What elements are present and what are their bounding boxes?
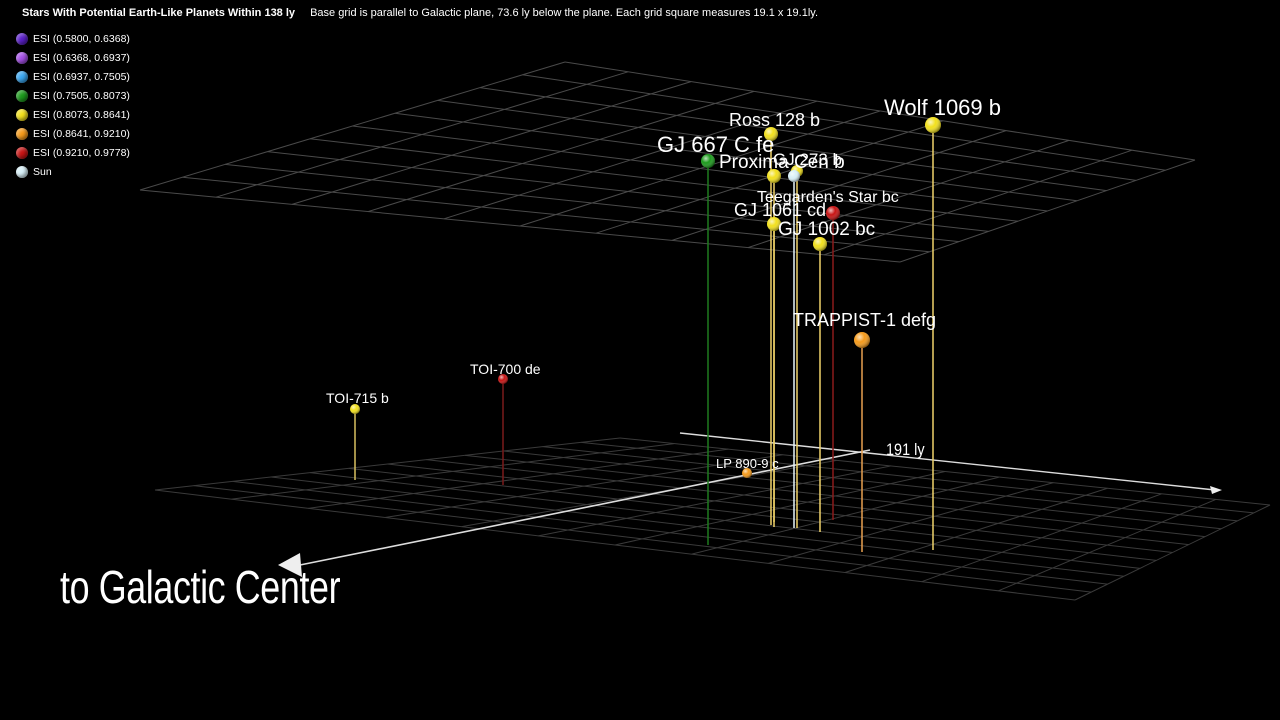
- star-marker-shading: [813, 237, 827, 251]
- grid-line: [671, 130, 1007, 241]
- star-stems: [354, 125, 934, 552]
- legend-label: ESI (0.6368, 0.6937): [33, 51, 130, 64]
- axes: [278, 432, 1222, 577]
- star-markers: [350, 117, 941, 478]
- grid-line: [352, 125, 1048, 212]
- grid-line: [267, 151, 989, 232]
- legend-swatch-icon: [16, 70, 28, 83]
- star-marker-shading: [498, 374, 508, 384]
- star-label: GJ 1061 cd: [734, 200, 826, 220]
- legend-label: ESI (0.8641, 0.9210): [33, 127, 130, 140]
- star-labels: Wolf 1069 b Ross 128 bGJ 667 C feProxima …: [326, 95, 1001, 471]
- legend-swatch-icon: [16, 146, 28, 159]
- chart-subtitle: Base grid is parallel to Galactic plane,…: [310, 7, 819, 19]
- legend-label: ESI (0.6937, 0.7505): [33, 70, 130, 83]
- star-label: TOI-700 de: [470, 361, 541, 377]
- distance-label: 191 ly: [886, 440, 925, 459]
- galactic-center-arrow-icon: [278, 553, 302, 577]
- star-marker-shading: [826, 206, 840, 220]
- star-marker-shading: [350, 404, 360, 414]
- legend-label: Sun: [33, 165, 52, 178]
- grid-line: [899, 159, 1196, 263]
- grid-line: [182, 176, 930, 253]
- distance-axis: [679, 432, 1216, 491]
- grid-line: [998, 498, 1217, 592]
- star-label: LP 890-9 c: [716, 456, 779, 471]
- galactic-center-label: to Galactic Center: [60, 561, 341, 613]
- star-marker-shading: [767, 169, 781, 183]
- grid-line: [154, 489, 1076, 601]
- grid-line: [271, 476, 1124, 577]
- star-label: GJ 273 b: [773, 150, 842, 169]
- star-marker-shading: [854, 332, 870, 348]
- grid-line: [387, 463, 1173, 553]
- legend: ESI (0.5800, 0.6368) ESI (0.6368, 0.6937)…: [16, 29, 130, 181]
- legend-item: ESI (0.9210, 0.9778): [16, 143, 130, 162]
- star-marker-shading: [767, 217, 781, 231]
- upper-grid: [139, 61, 1196, 263]
- legend-item: ESI (0.8073, 0.8641): [16, 105, 130, 124]
- legend-item: ESI (0.6937, 0.7505): [16, 67, 130, 86]
- header: Stars With Potential Earth-Like Planets …: [22, 7, 818, 19]
- legend-item: Sun: [16, 162, 130, 181]
- grid-line: [224, 163, 960, 243]
- grid-line: [232, 480, 1108, 585]
- legend-swatch-icon: [16, 165, 28, 178]
- grid-line: [747, 139, 1070, 249]
- grid-line: [1074, 504, 1271, 601]
- star-marker-shading: [742, 468, 752, 478]
- grid-line: [309, 138, 1019, 222]
- star-marker-shading: [764, 127, 778, 141]
- legend-swatch-icon: [16, 51, 28, 64]
- distance-arrow-icon: [1210, 486, 1222, 494]
- legend-swatch-icon: [16, 127, 28, 140]
- star-label: GJ 667 C fe: [657, 132, 774, 157]
- star-label: GJ 1002 bc: [778, 219, 875, 240]
- star-marker-shading: [701, 154, 715, 168]
- grid-line: [348, 467, 1157, 561]
- star-label: Proxima Cen b: [719, 152, 845, 173]
- star-label: TRAPPIST-1 defg: [793, 310, 936, 330]
- grid-line: [193, 485, 1092, 593]
- legend-item: ESI (0.6368, 0.6937): [16, 48, 130, 67]
- legend-item: ESI (0.8641, 0.9210): [16, 124, 130, 143]
- grid-line: [691, 476, 1000, 555]
- star-label: Teegarden's Star bc: [757, 189, 899, 206]
- star-label: Wolf 1069 b: [884, 95, 1001, 120]
- star-label: Ross 128 b: [729, 110, 820, 130]
- base-grid: [154, 437, 1271, 601]
- grid-line: [823, 149, 1133, 256]
- legend-item: ESI (0.7505, 0.8073): [16, 86, 130, 105]
- legend-label: ESI (0.5800, 0.6368): [33, 32, 130, 45]
- legend-swatch-icon: [16, 32, 28, 45]
- legend-swatch-icon: [16, 89, 28, 102]
- grid-line: [309, 472, 1141, 569]
- star-marker-shading: [925, 117, 941, 133]
- legend-label: ESI (0.9210, 0.9778): [33, 146, 130, 159]
- chart-title: Stars With Potential Earth-Like Planets …: [22, 7, 296, 19]
- star-label: TOI-715 b: [326, 390, 389, 406]
- star-marker-shading: [788, 170, 800, 182]
- legend-label: ESI (0.7505, 0.8073): [33, 89, 130, 102]
- legend-item: ESI (0.5800, 0.6368): [16, 29, 130, 48]
- legend-swatch-icon: [16, 108, 28, 121]
- galactic-center-axis: [299, 449, 871, 566]
- legend-label: ESI (0.8073, 0.8641): [33, 108, 130, 121]
